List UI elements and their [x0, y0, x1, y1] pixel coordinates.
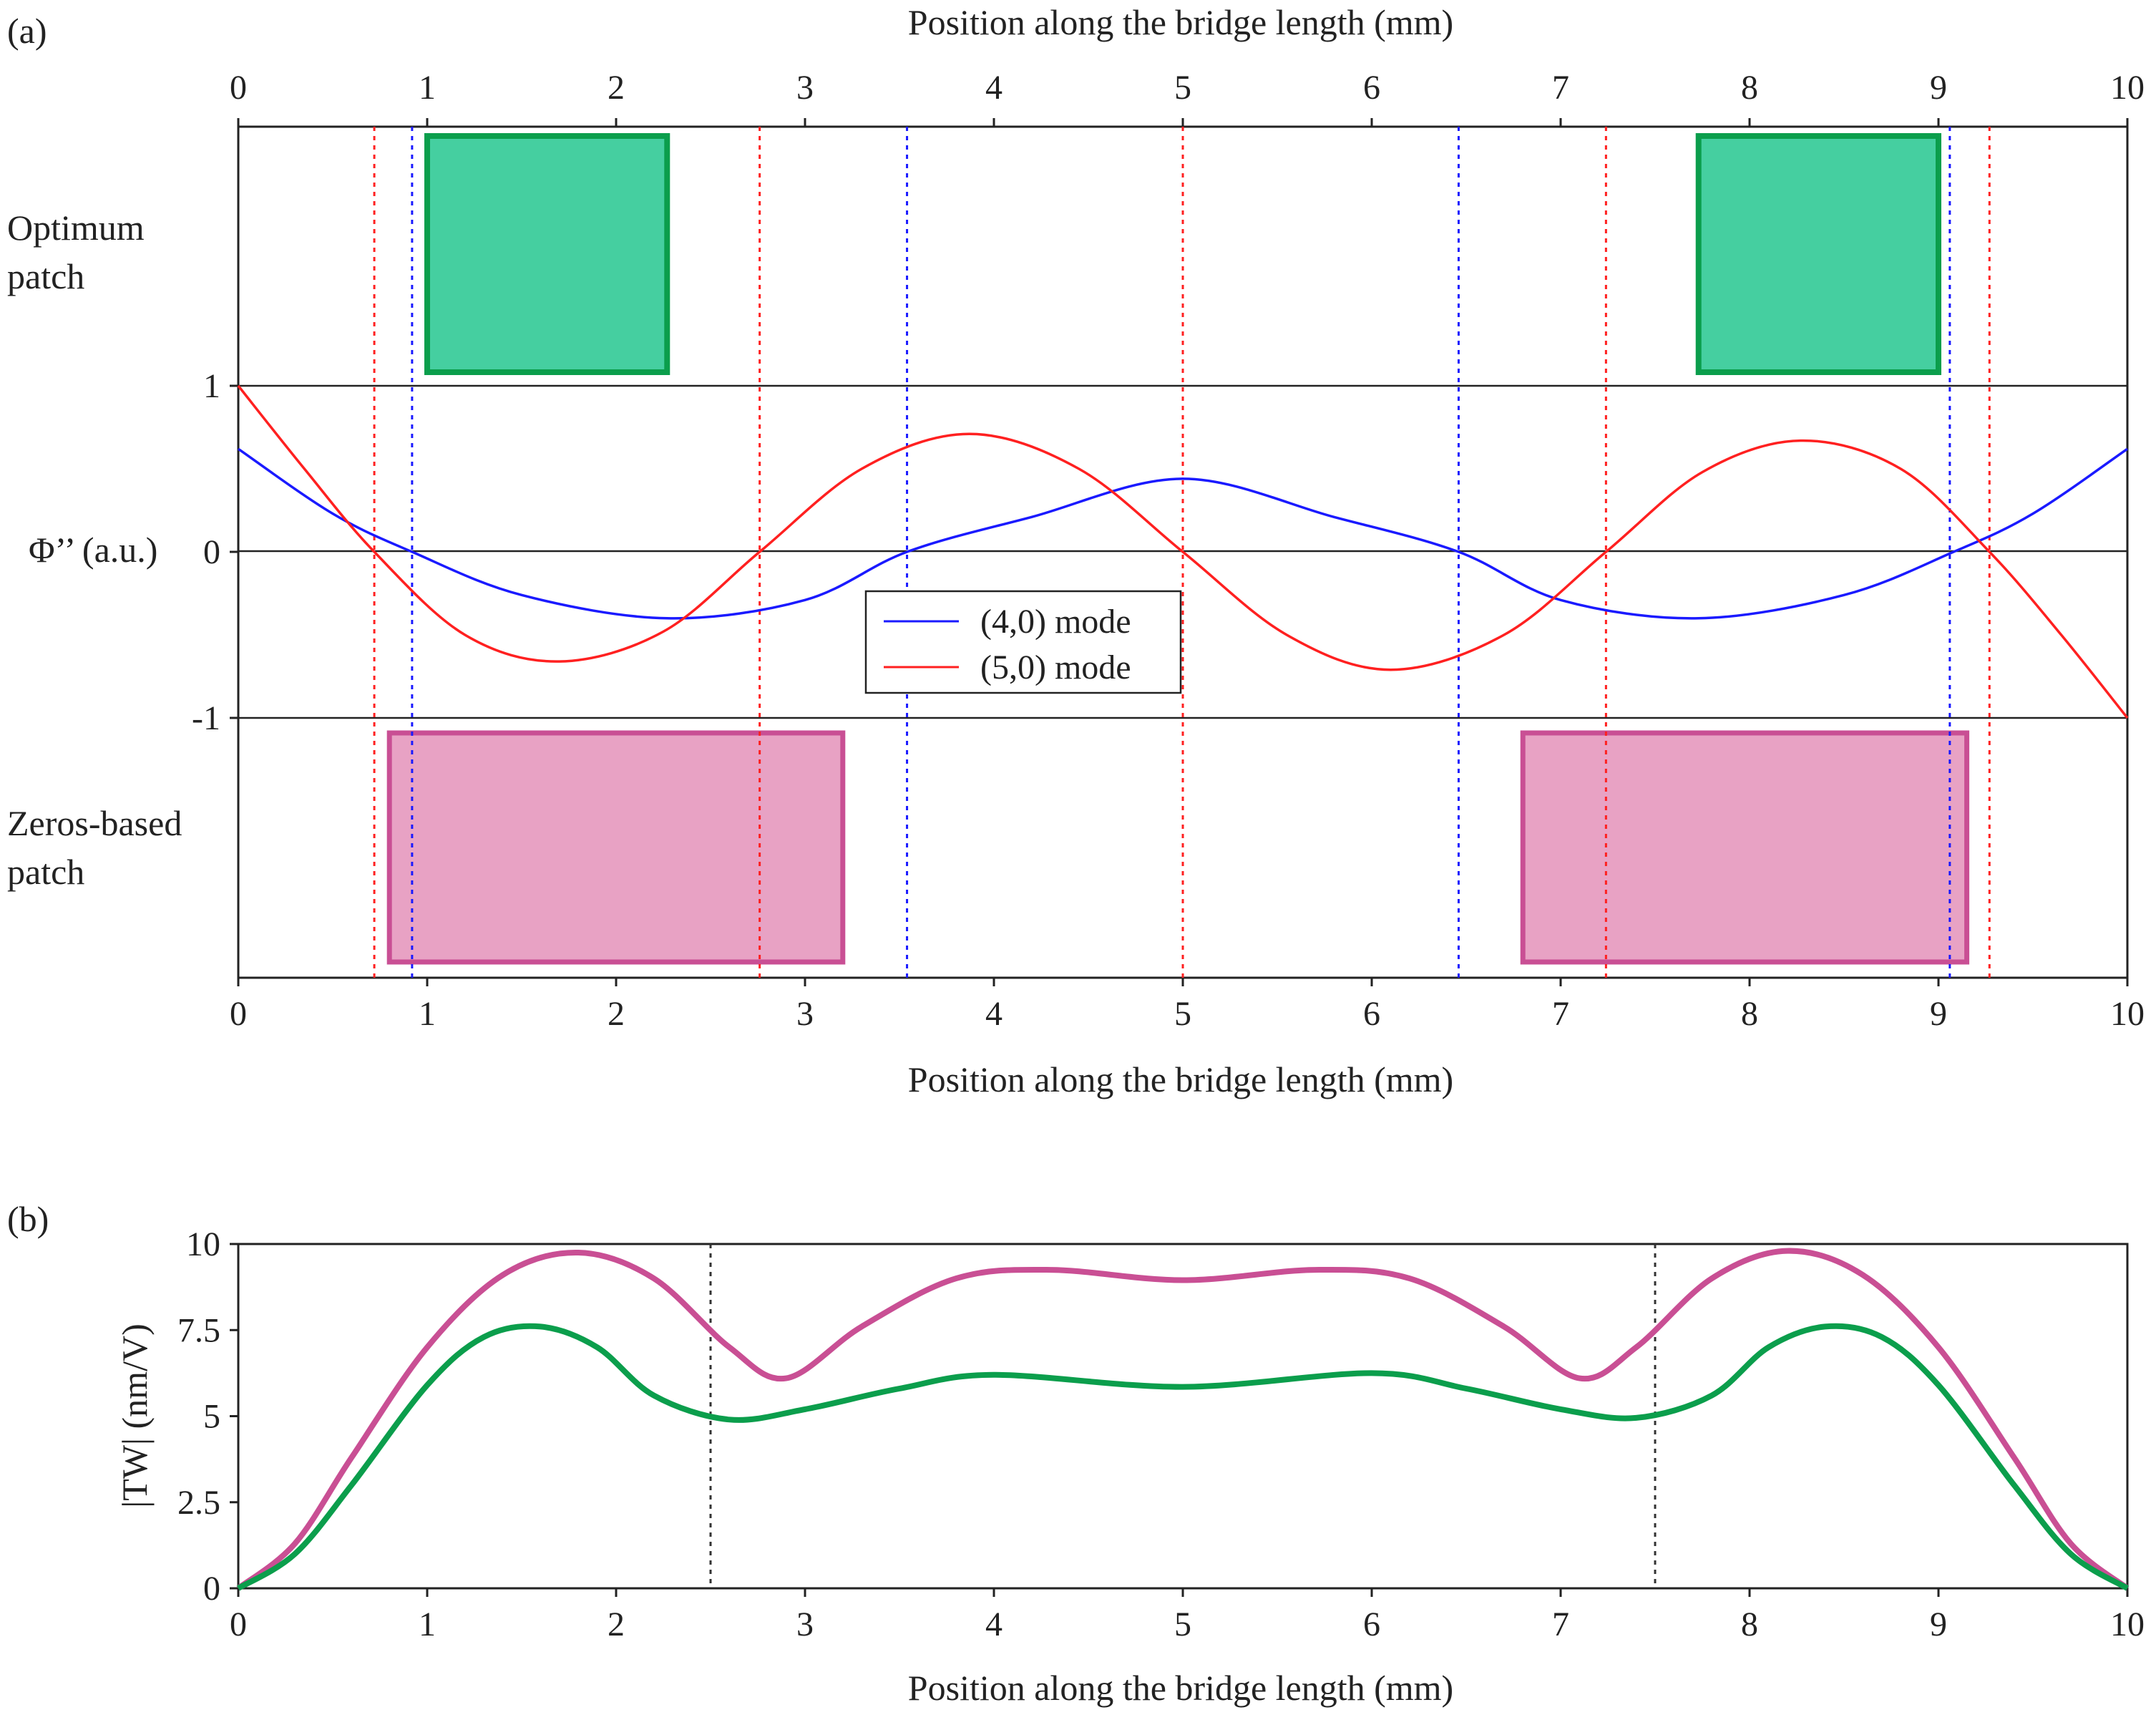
panel-a-bottom-xlabel: Position along the bridge length (mm) [908, 1059, 1453, 1099]
zeros-patches [386, 730, 1970, 965]
x-tick-label: 9 [1930, 1605, 1947, 1643]
x-tick-label-top: 2 [608, 69, 625, 107]
x-tick-label-top: 10 [2110, 69, 2145, 107]
panel-b-vlines [709, 1244, 1657, 1588]
y-tick-label: -1 [192, 699, 220, 737]
x-tick-label-bottom: 2 [608, 995, 625, 1033]
phi-axis-label: Φ’’ (a.u.) [29, 530, 157, 570]
panel-a: 0 1 2 3 4 5 6 7 8 9 10 0 1 2 3 4 5 6 7 8 9 10 10-1 (4,0) mod… [192, 69, 2145, 1033]
mode-zero-lines [373, 127, 1991, 978]
legend: (4,0) mode (5,0) mode [864, 590, 1182, 694]
x-tick-label: 10 [2110, 1605, 2145, 1643]
panel-b-x-ticks: 0 1 2 3 4 5 6 7 8 9 10 [230, 1588, 2145, 1643]
x-tick-label: 3 [796, 1605, 814, 1643]
x-tick-label-bottom: 0 [230, 995, 247, 1033]
y-tick-label: 1 [203, 367, 220, 405]
panel-a-bottom-ticks: 0 1 2 3 4 5 6 7 8 9 10 [230, 978, 2145, 1033]
legend-label-mode4: (4,0) mode [980, 603, 1131, 641]
mode-curves [237, 384, 2129, 719]
optimum-label-line1: Optimum [7, 208, 145, 248]
panel-a-top-ticks: 0 1 2 3 4 5 6 7 8 9 10 [230, 69, 2145, 127]
optimum-patches [424, 133, 1941, 375]
panel-a-top-xlabel: Position along the bridge length (mm) [908, 2, 1453, 42]
panel-b-y-ticks: 0 2.5 5 7.5 10 [177, 1225, 238, 1608]
x-tick-label-bottom: 4 [985, 995, 1003, 1033]
x-tick-label-top: 8 [1741, 69, 1758, 107]
x-tick-label-top: 0 [230, 69, 247, 107]
x-tick-label-top: 9 [1930, 69, 1947, 107]
tw-zeros-curve [236, 1248, 2130, 1591]
x-tick-label-bottom: 8 [1741, 995, 1758, 1033]
y-tick-label: 0 [203, 1570, 220, 1608]
optimum-label-line2: patch [7, 256, 84, 296]
mode4-curve [238, 447, 2128, 620]
x-tick-label: 6 [1363, 1605, 1380, 1643]
zeros-patch-rect [1520, 730, 1970, 965]
tw-optimum-curve [236, 1323, 2130, 1591]
y-tick-label: 2.5 [177, 1484, 220, 1522]
zeros-patch-rect [386, 730, 846, 965]
x-tick-label: 2 [608, 1605, 625, 1643]
panel-b-label: (b) [7, 1199, 49, 1239]
x-tick-label: 4 [985, 1605, 1003, 1643]
x-tick-label-bottom: 1 [419, 995, 436, 1033]
zeros-label-line1: Zeros-based [7, 803, 182, 843]
x-tick-label-top: 6 [1363, 69, 1380, 107]
y-tick-label: 0 [203, 533, 220, 571]
x-tick-label: 7 [1552, 1605, 1569, 1643]
x-tick-label-bottom: 6 [1363, 995, 1380, 1033]
x-tick-label-top: 7 [1552, 69, 1569, 107]
y-tick-label: 5 [203, 1398, 220, 1436]
x-tick-label-bottom: 9 [1930, 995, 1947, 1033]
legend-label-mode5: (5,0) mode [980, 648, 1131, 686]
x-tick-label-bottom: 3 [796, 995, 814, 1033]
panel-b-frame [237, 1243, 2129, 1590]
x-tick-label: 5 [1174, 1605, 1191, 1643]
panel-a-label: (a) [7, 11, 47, 51]
x-tick-label-bottom: 10 [2110, 995, 2145, 1033]
x-tick-label: 0 [230, 1605, 247, 1643]
zeros-label-line2: patch [7, 852, 84, 892]
y-tick-label: 10 [186, 1225, 220, 1263]
panel-b-ylabel: |TW| (nm/V) [114, 1323, 155, 1507]
legend-box [864, 590, 1182, 694]
x-tick-label-top: 1 [419, 69, 436, 107]
panel-b-xlabel: Position along the bridge length (mm) [908, 1668, 1453, 1708]
x-tick-label: 1 [419, 1605, 436, 1643]
tw-curves [236, 1248, 2130, 1591]
optimum-patch-rect [424, 133, 670, 375]
x-tick-label-top: 3 [796, 69, 814, 107]
y-tick-label: 7.5 [177, 1311, 220, 1349]
mode5-curve [237, 384, 2129, 719]
panel-b: 0 1 2 3 4 5 6 7 8 9 10 0 2.5 5 7.5 10 Position along t… [114, 1225, 2145, 1708]
x-tick-label-top: 4 [985, 69, 1003, 107]
x-tick-label-bottom: 5 [1174, 995, 1191, 1033]
x-tick-label: 8 [1741, 1605, 1758, 1643]
x-tick-label-bottom: 7 [1552, 995, 1569, 1033]
optimum-patch-rect [1695, 133, 1941, 375]
panel-a-y-ticks: 1 0 -1 [192, 367, 238, 737]
x-tick-label-top: 5 [1174, 69, 1191, 107]
